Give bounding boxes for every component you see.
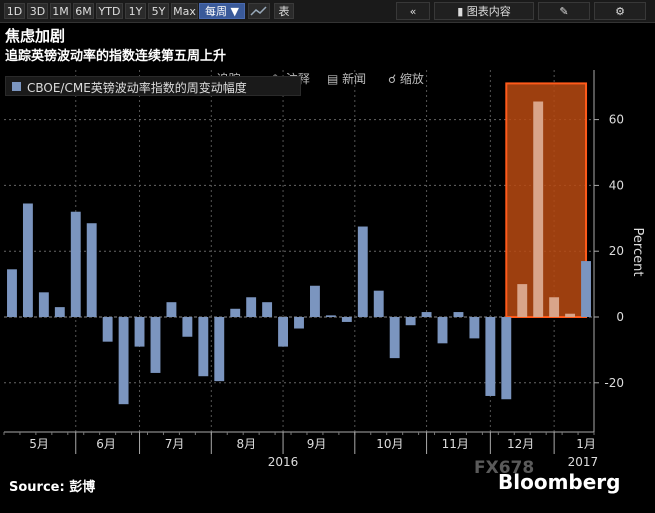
x-month-label: 7月 xyxy=(165,437,185,451)
x-month-label: 12月 xyxy=(507,437,534,451)
range-button-1y[interactable]: 1Y xyxy=(125,3,146,19)
range-button-max[interactable]: Max xyxy=(171,3,198,19)
toolbar: 1D 3D 1M 6M YTD 1Y 5Y Max 每周 ▼ 表 « ▮ 图表内容 ✎ ⚙ xyxy=(0,0,655,23)
bar xyxy=(341,317,352,322)
line-chart-icon-graphic xyxy=(250,6,267,16)
bar xyxy=(182,317,193,337)
bar xyxy=(485,317,496,396)
x-month-label: 9月 xyxy=(307,437,327,451)
news-icon: ▤ xyxy=(327,72,339,86)
x-month-label: 11月 xyxy=(442,437,469,451)
pencil-icon[interactable]: ✎ xyxy=(538,2,590,20)
bar xyxy=(294,317,304,329)
bar xyxy=(166,302,177,317)
range-button-5y[interactable]: 5Y xyxy=(148,3,169,19)
chart-title: 焦虑加剧 xyxy=(5,27,66,45)
watermark: FX678 xyxy=(474,458,535,478)
legend-swatch xyxy=(12,82,21,91)
bar xyxy=(405,317,416,326)
x-month-label: 5月 xyxy=(29,437,49,451)
bar xyxy=(581,261,591,317)
bar-chart-icon: ▮ xyxy=(457,5,464,18)
bar xyxy=(565,313,576,317)
y-tick-label: 20 xyxy=(609,244,624,258)
zoom-menu-item[interactable]: ☌ 缩放 xyxy=(388,70,424,87)
zoom-label: 缩放 xyxy=(399,72,424,86)
range-button-1m[interactable]: 1M xyxy=(50,3,71,19)
y-tick-label: 40 xyxy=(609,178,624,192)
chart-content-label: 图表内容 xyxy=(466,5,511,18)
y-tick-label: 0 xyxy=(616,310,624,324)
bar xyxy=(549,297,560,317)
table-button[interactable]: 表 xyxy=(274,3,294,19)
bloomberg-logo: Bloomberg xyxy=(498,470,621,494)
news-menu-item[interactable]: ▤ 新闻 xyxy=(327,70,366,87)
y-tick-label: 60 xyxy=(609,113,624,127)
x-month-label: 8月 xyxy=(237,437,257,451)
bar xyxy=(453,312,464,317)
bar xyxy=(22,203,33,317)
bar xyxy=(437,317,448,344)
chart-content-button[interactable]: ▮ 图表内容 xyxy=(434,2,534,20)
x-month-label: 6月 xyxy=(96,437,116,451)
bar xyxy=(86,223,97,317)
period-select[interactable]: 每周 ▼ xyxy=(199,3,245,19)
bar xyxy=(54,307,65,317)
gear-icon[interactable]: ⚙ xyxy=(594,2,646,20)
bar xyxy=(325,315,336,317)
bar xyxy=(230,308,241,317)
bar xyxy=(198,317,209,377)
source-label: Source: 彭博 xyxy=(9,480,96,495)
x-month-label: 10月 xyxy=(376,437,403,451)
range-button-ytd[interactable]: YTD xyxy=(96,3,123,19)
bar xyxy=(70,211,81,317)
bar xyxy=(246,297,257,317)
x-month-label: 1月 xyxy=(576,437,596,451)
chart-subtitle: 追踪英镑波动率的指数连续第五周上升 xyxy=(5,49,227,64)
bar xyxy=(421,312,432,317)
zoom-icon: ☌ xyxy=(388,72,397,86)
highlight-box xyxy=(505,82,588,318)
bar xyxy=(389,317,400,359)
bar xyxy=(7,269,17,317)
bar xyxy=(310,285,320,317)
bar xyxy=(214,317,225,382)
bar xyxy=(501,317,512,400)
bar xyxy=(533,101,544,317)
line-chart-icon[interactable] xyxy=(248,3,270,19)
bar xyxy=(373,290,384,317)
y-axis-label: Percent xyxy=(630,228,645,277)
bar xyxy=(278,317,288,347)
bar xyxy=(357,226,368,317)
bar xyxy=(38,292,49,317)
bar xyxy=(517,284,528,317)
news-label: 新闻 xyxy=(342,72,367,86)
bar xyxy=(102,317,113,342)
bar xyxy=(150,317,161,373)
legend-label: CBOE/CME英镑波动率指数的周变动幅度 xyxy=(27,81,247,95)
x-year-label: 2016 xyxy=(268,455,299,469)
y-tick-label: -20 xyxy=(604,376,624,390)
x-year-label: 2017 xyxy=(568,455,599,469)
legend[interactable]: CBOE/CME英镑波动率指数的周变动幅度 xyxy=(5,76,301,96)
bar xyxy=(134,317,145,347)
double-chevron-left-icon[interactable]: « xyxy=(396,2,430,20)
bar xyxy=(262,302,273,317)
bar xyxy=(118,317,129,405)
range-button-3d[interactable]: 3D xyxy=(27,3,48,19)
bar xyxy=(469,317,480,339)
range-button-6m[interactable]: 6M xyxy=(73,3,94,19)
range-button-1d[interactable]: 1D xyxy=(4,3,25,19)
